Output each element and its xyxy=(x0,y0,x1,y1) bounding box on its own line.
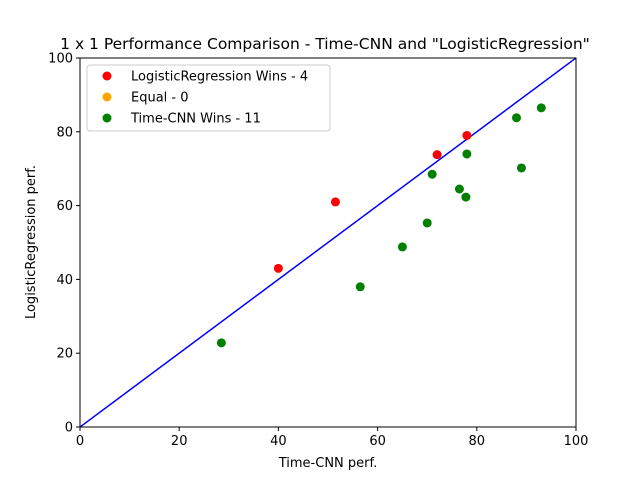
x-tick-label-2: 40 xyxy=(270,434,287,449)
diagonal-line xyxy=(80,58,576,427)
data-point-s0-0 xyxy=(273,263,283,273)
data-point-s2-8 xyxy=(511,113,521,123)
x-axis-label: Time-CNN perf. xyxy=(278,456,378,471)
data-point-s2-9 xyxy=(516,163,526,173)
chart-title: 1 x 1 Performance Comparison - Time-CNN … xyxy=(60,35,590,53)
data-point-s2-5 xyxy=(454,184,464,194)
data-point-s2-10 xyxy=(536,103,546,113)
y-axis-label: LogisticRegression perf. xyxy=(24,165,39,319)
data-point-s2-4 xyxy=(427,169,437,179)
data-point-s0-3 xyxy=(462,130,472,140)
x-tick-label-1: 20 xyxy=(171,434,188,449)
y-tick-label-3: 60 xyxy=(56,199,73,214)
data-point-s2-2 xyxy=(397,242,407,252)
data-point-s2-3 xyxy=(422,218,432,228)
x-tick-label-5: 100 xyxy=(564,434,589,449)
legend-box xyxy=(86,64,331,132)
y-tick-label-5: 100 xyxy=(48,52,73,67)
y-tick-label-2: 40 xyxy=(56,273,73,288)
legend-label-2: Time-CNN Wins - 11 xyxy=(130,112,261,127)
plot-area: 0 20 40 60 80 100 0 20 40 60 80 100 xyxy=(48,52,588,450)
x-tick-label-3: 60 xyxy=(369,434,386,449)
data-point-s0-1 xyxy=(330,197,340,207)
legend-label-1: Equal - 0 xyxy=(131,91,189,106)
data-point-s2-6 xyxy=(461,192,471,202)
legend-marker-0 xyxy=(102,71,112,81)
y-tick-label-1: 20 xyxy=(56,347,73,362)
x-tick-label-0: 0 xyxy=(76,434,84,449)
legend-marker-2 xyxy=(102,113,112,123)
data-point-s2-7 xyxy=(462,149,472,159)
data-point-s2-1 xyxy=(355,282,365,292)
legend: LogisticRegression Wins - 4 Equal - 0 Time… xyxy=(86,64,331,132)
axes-frame xyxy=(79,57,577,428)
data-point-s0-2 xyxy=(432,150,442,160)
x-tick-label-4: 80 xyxy=(469,434,486,449)
legend-label-0: LogisticRegression Wins - 4 xyxy=(131,70,308,85)
y-tick-label-0: 0 xyxy=(65,421,73,436)
data-point-s2-0 xyxy=(216,338,226,348)
legend-marker-1 xyxy=(102,92,112,102)
y-tick-label-4: 80 xyxy=(56,125,73,140)
